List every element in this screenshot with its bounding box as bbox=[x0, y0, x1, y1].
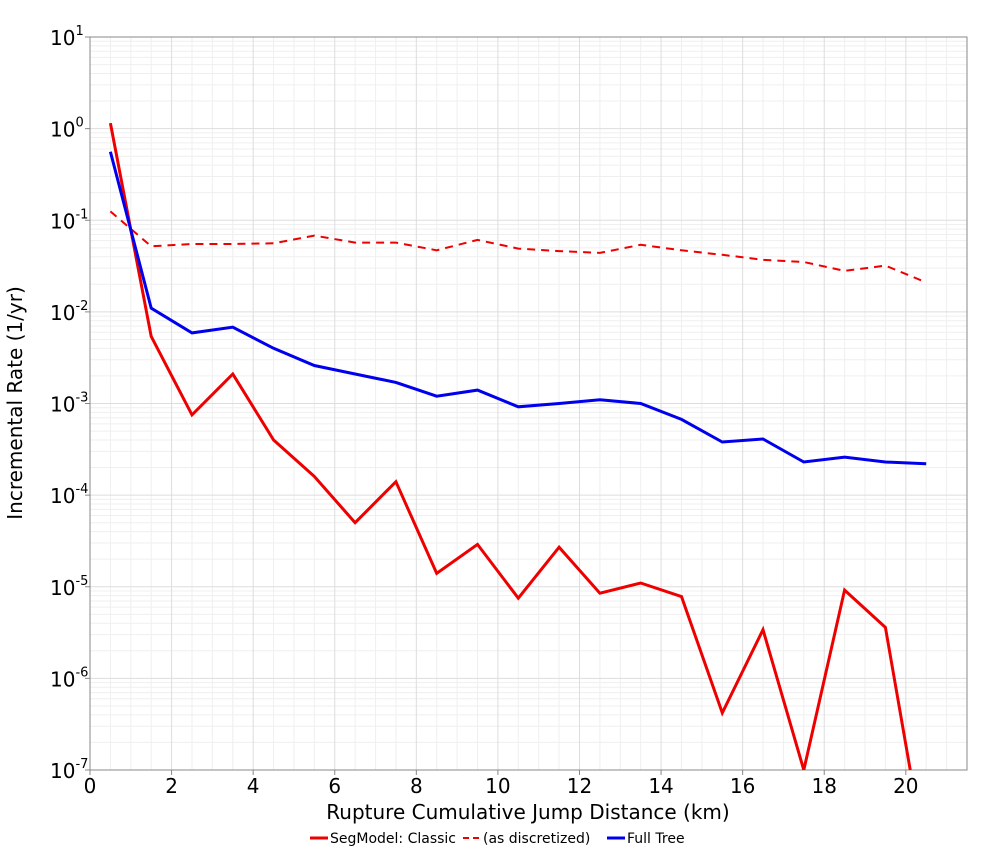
series-line-3 bbox=[108, 151, 927, 466]
x-tick-label: 8 bbox=[410, 774, 423, 798]
x-tick-label: 18 bbox=[812, 774, 837, 798]
x-tick-label: 10 bbox=[485, 774, 510, 798]
legend-label-2: (as discretized) bbox=[483, 831, 590, 847]
y-axis-title: Incremental Rate (1/yr) bbox=[3, 286, 27, 519]
x-tick-label: 14 bbox=[648, 774, 673, 798]
x-tick-label: 2 bbox=[165, 774, 178, 798]
y-tick-label: 10-1 bbox=[50, 207, 88, 233]
y-tick-label: 10-6 bbox=[50, 665, 88, 691]
x-tick-label: 12 bbox=[567, 774, 592, 798]
x-tick-label: 0 bbox=[84, 774, 97, 798]
series-layer bbox=[108, 122, 927, 770]
y-tick-label: 100 bbox=[50, 116, 84, 142]
x-tick-label: 6 bbox=[328, 774, 341, 798]
legend: SegModel: Classic (as discretized) Full Tr… bbox=[310, 831, 685, 847]
x-axis-title: Rupture Cumulative Jump Distance (km) bbox=[326, 800, 729, 824]
y-tick-label: 10-2 bbox=[50, 299, 88, 325]
series-line-1 bbox=[108, 122, 912, 770]
y-tick-label: 10-3 bbox=[50, 391, 88, 417]
series-line-2 bbox=[109, 210, 927, 284]
legend-label-3: Full Tree bbox=[627, 831, 685, 847]
y-tick-label: 10-4 bbox=[50, 482, 88, 508]
y-tick-label: 101 bbox=[50, 24, 84, 50]
x-tick-label: 4 bbox=[247, 774, 260, 798]
legend-label-1: SegModel: Classic bbox=[330, 831, 456, 847]
major-grid bbox=[89, 36, 967, 771]
x-tick-label: 20 bbox=[893, 774, 918, 798]
x-tick-label: 16 bbox=[730, 774, 755, 798]
y-tick-label: 10-7 bbox=[50, 757, 88, 783]
x-axis-ticks: 0 2 4 6 8 10 12 14 16 18 20 bbox=[84, 770, 919, 798]
y-axis-ticks: 101 100 10-1 10-2 10-3 10-4 10-5 10-6 10-7 bbox=[50, 24, 90, 783]
y-tick-label: 10-5 bbox=[50, 574, 88, 600]
